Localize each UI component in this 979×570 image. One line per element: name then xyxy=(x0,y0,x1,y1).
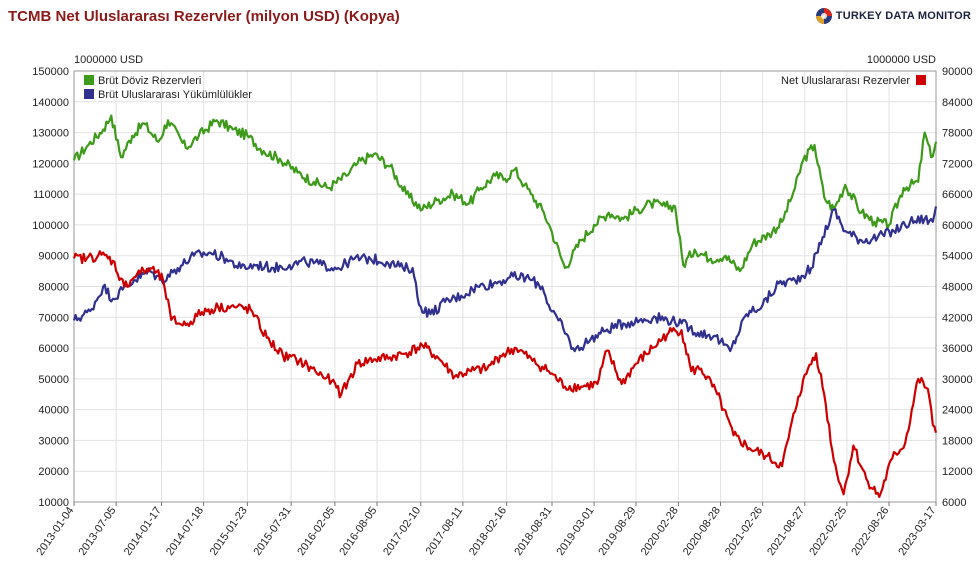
legend-label: Net Uluslararası Rezervler xyxy=(781,75,910,87)
left-tick-label: 100000 xyxy=(32,220,69,232)
left-tick-label: 70000 xyxy=(38,312,69,324)
left-tick-label: 60000 xyxy=(38,343,69,355)
x-tick-label: 2018-02-16 xyxy=(467,505,509,558)
legend-left: Brüt Döviz Rezervleri Brüt Uluslararası Y… xyxy=(84,75,252,101)
x-tick-label: 2014-01-17 xyxy=(122,505,164,558)
plot-frame xyxy=(73,70,937,503)
legend-swatch xyxy=(916,75,926,85)
left-tick-label: 150000 xyxy=(32,66,69,78)
left-tick-label: 30000 xyxy=(38,435,69,447)
right-tick-label: 66000 xyxy=(942,189,973,201)
brand-logo: TURKEY DATA MONITOR xyxy=(815,6,971,26)
x-tick-label: 2022-08-26 xyxy=(849,505,891,558)
left-tick-label: 140000 xyxy=(32,97,69,109)
x-tick-label: 2013-01-04 xyxy=(34,505,76,558)
x-tick-label: 2017-02-10 xyxy=(381,505,423,558)
brand-name: TURKEY DATA MONITOR xyxy=(835,10,971,22)
legend-swatch xyxy=(84,75,94,85)
series-layer xyxy=(72,114,938,498)
left-tick-label: 10000 xyxy=(38,497,69,509)
right-tick-label: 60000 xyxy=(942,220,973,232)
legend-right: Net Uluslararası Rezervler xyxy=(781,75,926,87)
series-line-3 xyxy=(72,250,938,498)
x-tick-label: 2020-08-28 xyxy=(681,505,723,558)
legend-label: Brüt Döviz Rezervleri xyxy=(98,75,201,87)
x-tick-label: 2015-01-23 xyxy=(208,505,250,558)
right-tick-label: 84000 xyxy=(942,97,973,109)
right-tick-label: 42000 xyxy=(942,312,973,324)
right-tick-label: 18000 xyxy=(942,435,973,447)
legend-label: Brüt Uluslararası Yükümlülükler xyxy=(98,89,252,101)
right-tick-label: 90000 xyxy=(942,66,973,78)
right-tick-label: 54000 xyxy=(942,251,973,263)
x-tick-label: 2013-07-05 xyxy=(76,505,118,558)
brand-globe-icon xyxy=(815,8,832,24)
x-tick-label: 2019-03-01 xyxy=(554,505,596,558)
left-axis-unit-label: 1000000 USD xyxy=(74,54,143,66)
x-tick-label: 2021-02-26 xyxy=(723,505,765,558)
right-tick-label: 12000 xyxy=(942,466,973,478)
left-tick-label: 120000 xyxy=(32,158,69,170)
left-tick-label: 130000 xyxy=(32,128,69,140)
x-tick-label: 2019-08-29 xyxy=(596,505,638,558)
x-tick-label: 2016-08-05 xyxy=(337,505,379,558)
right-tick-label: 36000 xyxy=(942,343,973,355)
x-tick-label: 2015-07-31 xyxy=(251,505,293,558)
left-axis-ticks: 10000 20000 30000 40000 50000 60000 70000 80000… xyxy=(32,66,69,509)
gridlines xyxy=(73,70,937,503)
right-tick-label: 24000 xyxy=(942,405,973,417)
left-tick-label: 80000 xyxy=(38,282,69,294)
left-tick-label: 40000 xyxy=(38,405,69,417)
x-axis-ticks: 2013-01-04 2013-07-05 2014-01-17 2014-07-18… xyxy=(34,502,938,558)
left-tick-label: 110000 xyxy=(33,189,69,201)
x-tick-label: 2022-02-25 xyxy=(807,505,849,558)
x-tick-label: 2023-03-17 xyxy=(896,505,938,558)
x-tick-label: 2014-07-18 xyxy=(164,505,206,558)
right-tick-label: 72000 xyxy=(942,158,973,170)
x-tick-label: 2018-08-31 xyxy=(512,505,554,558)
left-tick-label: 20000 xyxy=(38,466,69,478)
right-axis-ticks: 6000 12000 18000 24000 30000 36000 42000 48000 5… xyxy=(942,66,973,509)
right-tick-label: 78000 xyxy=(942,128,973,140)
x-tick-label: 2017-08-11 xyxy=(424,505,466,557)
right-tick-label: 30000 xyxy=(942,374,973,386)
x-tick-label: 2016-02-05 xyxy=(295,505,337,558)
right-tick-label: 6000 xyxy=(942,497,966,509)
legend-swatch xyxy=(84,89,94,99)
left-tick-label: 50000 xyxy=(38,374,69,386)
right-tick-label: 48000 xyxy=(942,282,973,294)
right-axis-unit-label: 1000000 USD xyxy=(867,54,936,66)
x-tick-label: 2020-02-28 xyxy=(639,505,681,558)
left-tick-label: 90000 xyxy=(38,251,69,263)
chart-title: TCMB Net Uluslararası Rezervler (milyon … xyxy=(8,8,400,25)
series-line-2 xyxy=(72,206,938,353)
x-tick-label: 2021-08-27 xyxy=(765,505,807,558)
